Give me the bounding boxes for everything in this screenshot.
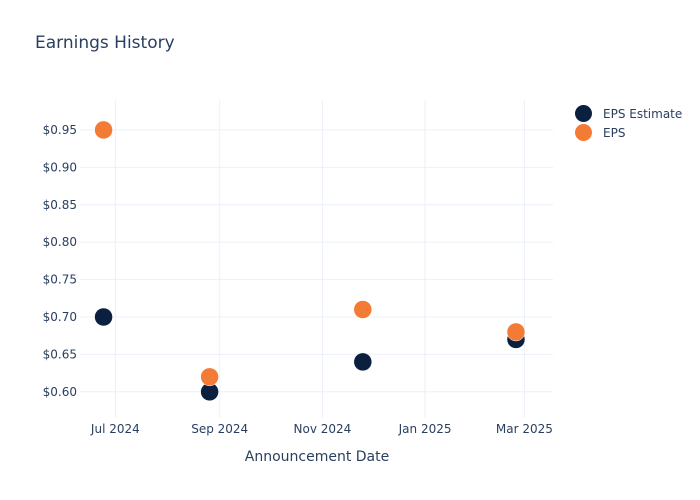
- x-tick-label: Jan 2025: [398, 422, 452, 436]
- legend-swatch-eps-estimate: [575, 105, 592, 122]
- x-axis-title: Announcement Date: [245, 449, 389, 465]
- eps-marker[interactable]: [94, 120, 113, 140]
- legend-label-eps: EPS: [603, 125, 626, 140]
- legend-item-eps-estimate[interactable]: EPS Estimate: [574, 104, 682, 123]
- legend-label-eps-estimate: EPS Estimate: [603, 106, 683, 121]
- y-axis-ticks: $0.60 $0.65 $0.70 $0.75 $0.80 $0.85 $0.90 $0.95: [43, 123, 77, 399]
- y-tick-label: $0.60: [43, 385, 77, 399]
- x-axis-ticks: Jul 2024 Sep 2024 Nov 2024 Jan 2025 Mar 2025: [90, 422, 553, 436]
- y-tick-label: $0.95: [43, 123, 77, 137]
- x-tick-label: Mar 2025: [496, 422, 553, 436]
- y-tick-label: $0.85: [43, 198, 77, 212]
- eps-estimate-marker[interactable]: [353, 352, 373, 372]
- eps-marker[interactable]: [506, 322, 526, 342]
- data-markers: [94, 120, 526, 402]
- y-tick-label: $0.70: [43, 310, 77, 324]
- legend-item-eps[interactable]: EPS: [574, 123, 682, 142]
- eps-marker[interactable]: [353, 300, 373, 319]
- x-gridlines: [114, 100, 525, 418]
- eps-marker[interactable]: [200, 367, 219, 387]
- y-tick-label: $0.65: [43, 347, 77, 361]
- y-tick-label: $0.80: [43, 235, 77, 249]
- chart-title: Earnings History: [35, 33, 175, 53]
- x-tick-label: Sep 2024: [191, 422, 248, 436]
- x-tick-label: Jul 2024: [90, 422, 140, 436]
- y-gridlines: [80, 129, 553, 393]
- y-tick-label: $0.90: [43, 160, 77, 174]
- x-tick-label: Nov 2024: [294, 422, 352, 436]
- y-tick-label: $0.75: [43, 273, 77, 287]
- legend: EPS Estimate EPS: [574, 104, 682, 142]
- legend-swatch-eps: [575, 124, 592, 141]
- eps-estimate-marker[interactable]: [94, 307, 113, 327]
